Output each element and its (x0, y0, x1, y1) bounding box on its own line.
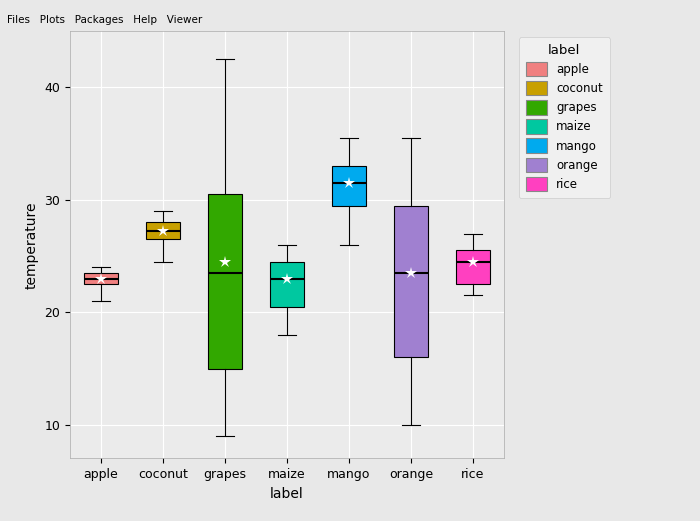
PathPatch shape (146, 222, 180, 239)
PathPatch shape (394, 205, 428, 357)
Y-axis label: temperature: temperature (25, 201, 38, 289)
Legend: apple, coconut, grapes, maize, mango, orange, rice: apple, coconut, grapes, maize, mango, or… (519, 37, 610, 198)
X-axis label: label: label (270, 487, 304, 501)
Text: Files   Plots   Packages   Help   Viewer: Files Plots Packages Help Viewer (7, 15, 202, 25)
PathPatch shape (332, 166, 366, 205)
PathPatch shape (270, 262, 304, 307)
PathPatch shape (456, 251, 490, 284)
PathPatch shape (208, 194, 242, 368)
PathPatch shape (84, 273, 118, 284)
